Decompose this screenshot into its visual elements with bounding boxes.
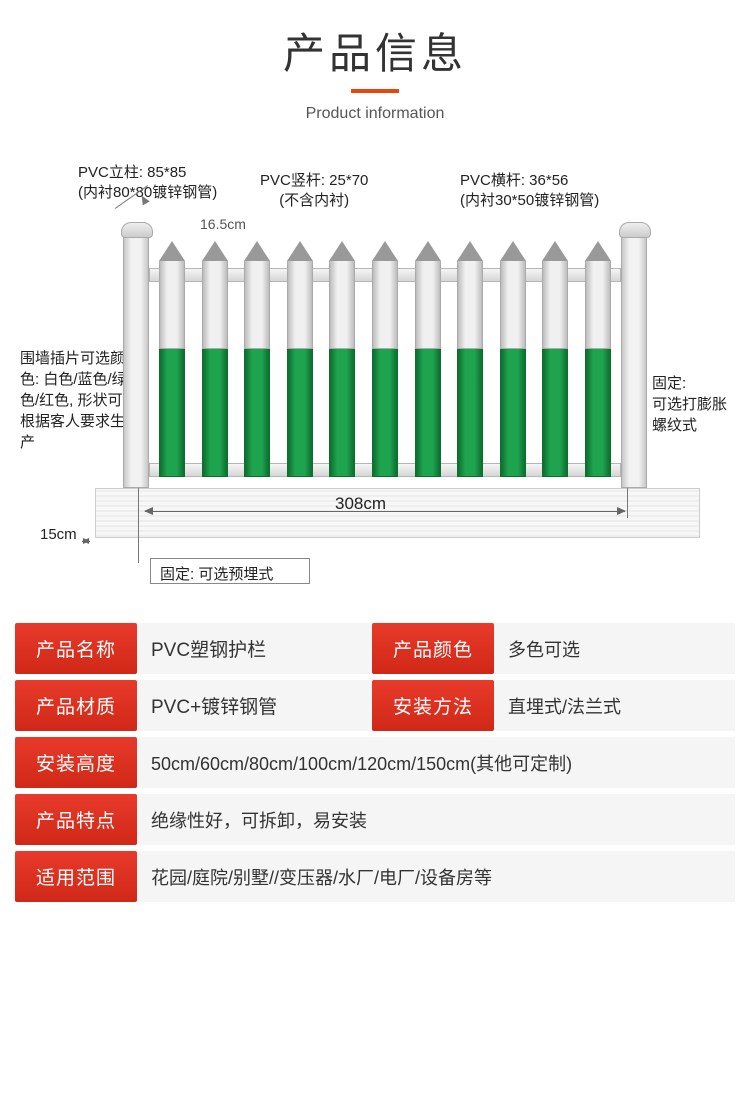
horizontal-sublabel: (内衬30*50镀锌钢管) bbox=[460, 192, 599, 209]
depth-dim-line bbox=[82, 541, 90, 542]
fix-right-annotation: 固定: 可选打膨胀螺纹式 bbox=[652, 373, 730, 436]
fence-picket bbox=[585, 241, 611, 478]
post-cap-icon bbox=[121, 222, 153, 238]
spec-row: 产品名称PVC塑钢护栏产品颜色多色可选 bbox=[15, 623, 735, 674]
colors-annotation: 围墙插片可选颜色: 白色/蓝色/绿色/红色, 形状可根据客人要求生产 bbox=[20, 348, 130, 453]
post-cap-icon bbox=[619, 222, 651, 238]
depth-annotation: 15cm bbox=[40, 525, 77, 545]
fence-post-left bbox=[123, 233, 149, 488]
fence-picket bbox=[542, 241, 568, 478]
fence-picket bbox=[287, 241, 313, 478]
vertical-annotation: PVC竖杆: 25*70 (不含内衬) bbox=[260, 171, 368, 212]
fence-picket bbox=[244, 241, 270, 478]
dim-vline bbox=[138, 488, 139, 563]
width-annotation: 308cm bbox=[335, 493, 386, 516]
spec-label: 产品特点 bbox=[15, 794, 137, 845]
post-label: PVC立柱: 85*85 bbox=[78, 164, 186, 181]
horizontal-label: PVC横杆: 36*56 bbox=[460, 172, 568, 189]
fence-picket bbox=[329, 241, 355, 478]
fence-post-right bbox=[621, 233, 647, 488]
spec-value: 多色可选 bbox=[494, 623, 735, 674]
title-underline bbox=[351, 89, 399, 93]
spec-value: 直埋式/法兰式 bbox=[494, 680, 735, 731]
fence-picket bbox=[372, 241, 398, 478]
dim-vline bbox=[627, 488, 628, 518]
spec-table: 产品名称PVC塑钢护栏产品颜色多色可选产品材质PVC+镀锌钢管安装方法直埋式/法… bbox=[15, 623, 735, 902]
spec-value: PVC+镀锌钢管 bbox=[137, 680, 372, 731]
fix-bottom-annotation: 固定: 可选预埋式 bbox=[160, 565, 273, 585]
product-diagram: PVC立柱: 85*85 (内衬80*80镀锌钢管) PVC竖杆: 25*70 … bbox=[20, 163, 730, 603]
vertical-label: PVC竖杆: 25*70 bbox=[260, 172, 368, 189]
fence-picket bbox=[159, 241, 185, 478]
spec-label: 产品颜色 bbox=[372, 623, 494, 674]
spec-value: PVC塑钢护栏 bbox=[137, 623, 372, 674]
horizontal-annotation: PVC横杆: 36*56 (内衬30*50镀锌钢管) bbox=[460, 171, 599, 212]
spec-row: 产品特点绝缘性好，可拆卸，易安装 bbox=[15, 794, 735, 845]
fence-picket bbox=[457, 241, 483, 478]
fence-illustration bbox=[135, 223, 635, 488]
spec-value: 50cm/60cm/80cm/100cm/120cm/150cm(其他可定制) bbox=[137, 737, 735, 788]
fence-picket bbox=[415, 241, 441, 478]
spec-label: 适用范围 bbox=[15, 851, 137, 902]
page-subtitle: Product information bbox=[0, 105, 750, 123]
fence-pickets bbox=[159, 241, 611, 478]
spec-value: 花园/庭院/别墅//变压器/水厂/电厂/设备房等 bbox=[137, 851, 735, 902]
spec-value: 绝缘性好，可拆卸，易安装 bbox=[137, 794, 735, 845]
spec-label: 安装高度 bbox=[15, 737, 137, 788]
header: 产品信息 Product information bbox=[0, 0, 750, 123]
spec-row: 安装高度50cm/60cm/80cm/100cm/120cm/150cm(其他可… bbox=[15, 737, 735, 788]
spec-label: 产品名称 bbox=[15, 623, 137, 674]
fence-picket bbox=[500, 241, 526, 478]
spec-row: 适用范围花园/庭院/别墅//变压器/水厂/电厂/设备房等 bbox=[15, 851, 735, 902]
vertical-sublabel: (不含内衬) bbox=[279, 192, 349, 209]
fence-picket bbox=[202, 241, 228, 478]
spec-row: 产品材质PVC+镀锌钢管安装方法直埋式/法兰式 bbox=[15, 680, 735, 731]
spec-label: 产品材质 bbox=[15, 680, 137, 731]
page-title: 产品信息 bbox=[0, 20, 750, 81]
fence-base bbox=[95, 488, 700, 538]
spec-label: 安装方法 bbox=[372, 680, 494, 731]
